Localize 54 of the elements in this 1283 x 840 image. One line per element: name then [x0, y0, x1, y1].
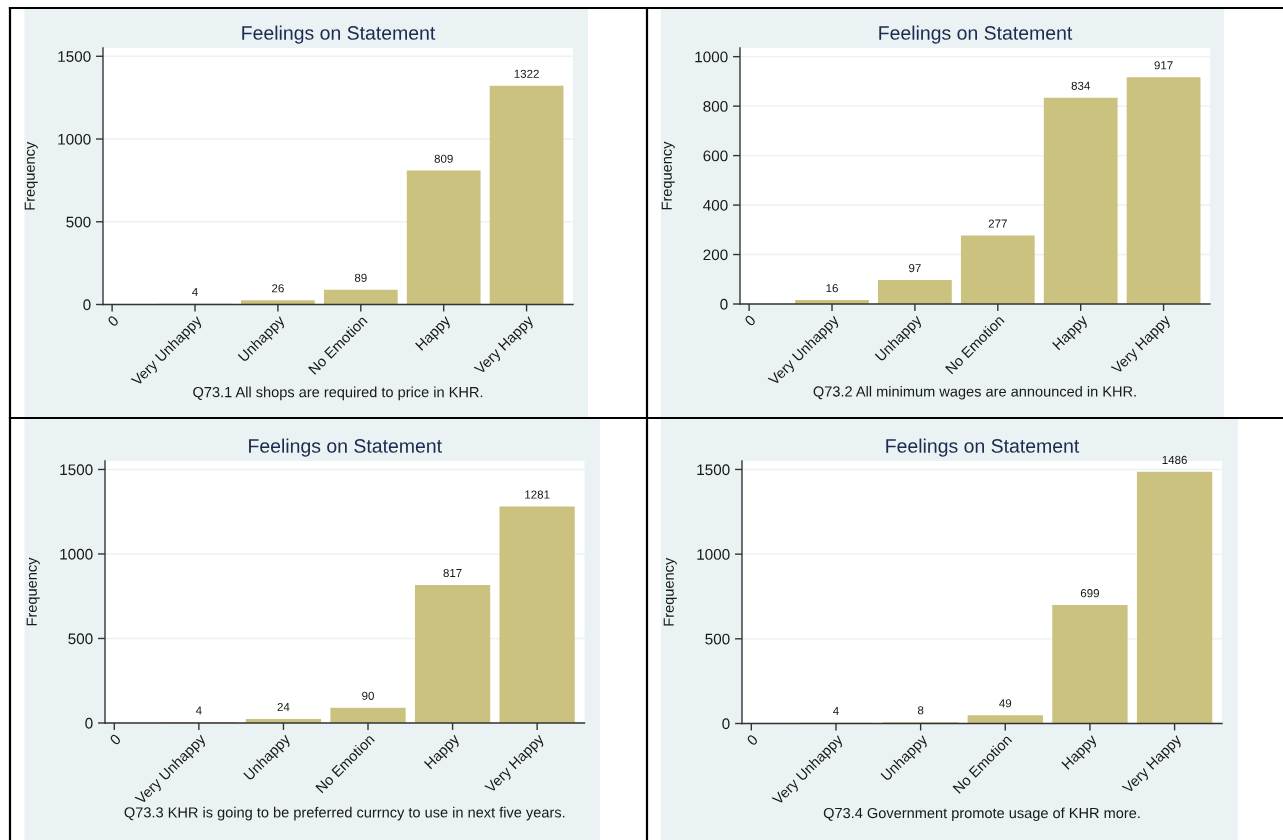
y-tick-label: 1500	[58, 51, 91, 62]
data-label: 49	[999, 699, 1012, 708]
y-tick-label: 500	[66, 216, 91, 228]
y-tick-label: 1000	[58, 133, 91, 145]
chart-title: Feelings on Statement	[242, 25, 436, 44]
chart-title: Feelings on Statement	[249, 438, 442, 457]
data-label: 89	[354, 273, 367, 282]
y-tick-label: 1500	[697, 464, 730, 476]
data-label: 4	[192, 287, 198, 296]
chart-title: Feelings on Statement	[879, 25, 1073, 44]
data-label: 834	[1071, 81, 1090, 90]
y-tick-label: 1000	[695, 51, 728, 63]
x-axis-title: Q73.1 All shops are required to price in KHR.	[193, 386, 483, 401]
y-tick-label: 600	[703, 150, 728, 162]
y-tick-label: 0	[722, 718, 730, 730]
data-label: 4	[195, 706, 202, 715]
y-tick-label: 1000	[60, 548, 93, 560]
y-tick-label: 200	[703, 249, 728, 261]
data-label: 26	[272, 284, 284, 293]
y-tick-label: 800	[703, 100, 728, 112]
x-tick-label: 0	[744, 314, 757, 327]
data-label: 8	[917, 706, 924, 715]
x-axis-title: Q73.3 KHR is going to be preferred currncy to use in next five years.	[124, 806, 565, 821]
data-label: 1322	[514, 69, 539, 78]
chart-title: Feelings on Statement	[886, 438, 1080, 457]
y-tick-label: 0	[720, 298, 728, 310]
data-label: 4	[833, 706, 839, 715]
data-label: 277	[988, 219, 1007, 228]
y-tick-label: 1000	[697, 549, 730, 560]
y-tick-label: 1500	[60, 464, 93, 476]
data-label: 817	[443, 568, 462, 578]
y-tick-label: 500	[68, 633, 93, 645]
data-label: 1486	[1162, 455, 1187, 464]
data-label: 97	[909, 264, 921, 273]
data-label: 24	[277, 702, 290, 711]
x-tick-label: 0	[107, 314, 120, 328]
y-axis-title: Frequency	[661, 141, 675, 210]
data-label: 917	[1154, 61, 1173, 70]
data-label: 16	[826, 284, 838, 293]
y-axis-title: Frequency	[663, 557, 677, 626]
y-tick-label: 500	[705, 633, 730, 645]
y-axis-title: Frequency	[24, 141, 38, 210]
x-axis-title: Q73.2 All minimum wages are announced in KHR.	[813, 385, 1136, 400]
data-label: 809	[434, 154, 453, 163]
y-axis-title: Frequency	[26, 557, 40, 626]
y-tick-label: 400	[703, 199, 728, 211]
data-label: 1281	[525, 490, 550, 499]
x-axis-title: Q73.4 Government promote usage of KHR more.	[823, 807, 1140, 822]
y-tick-label: 0	[85, 717, 93, 729]
x-tick-label: 0	[109, 733, 122, 746]
y-tick-label: 0	[83, 299, 91, 311]
data-label: 699	[1080, 589, 1100, 598]
data-label: 90	[362, 691, 374, 700]
x-tick-label: 0	[746, 733, 759, 747]
